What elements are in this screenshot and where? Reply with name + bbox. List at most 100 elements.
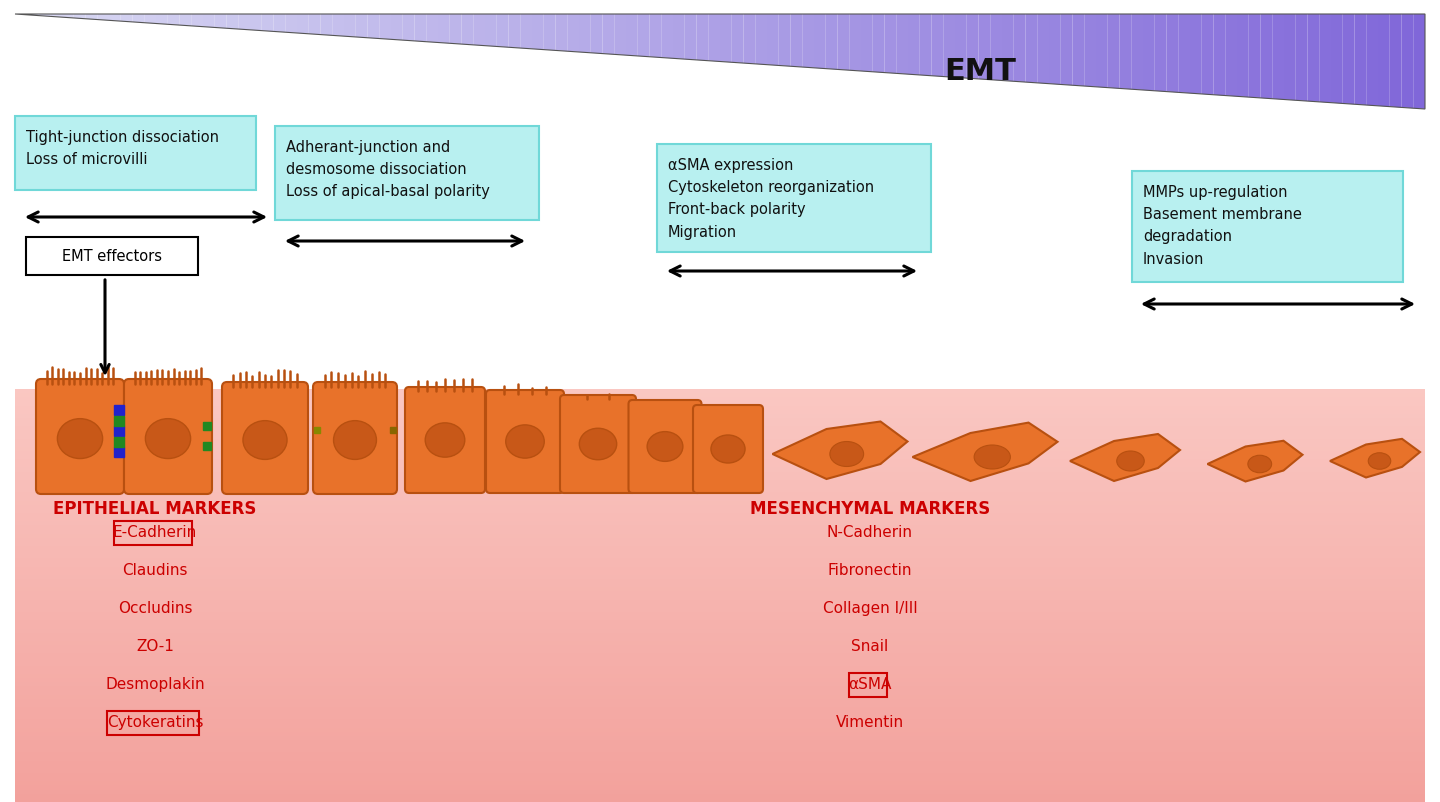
Bar <box>14 715 1426 719</box>
Bar <box>14 703 1426 707</box>
FancyBboxPatch shape <box>275 127 539 221</box>
Polygon shape <box>638 15 649 58</box>
Polygon shape <box>1367 15 1378 107</box>
Text: E-Cadherin: E-Cadherin <box>112 525 197 539</box>
Bar <box>14 765 1426 769</box>
Text: Vimentin: Vimentin <box>837 714 904 729</box>
Ellipse shape <box>1368 453 1391 470</box>
Bar <box>14 563 1426 567</box>
Ellipse shape <box>425 423 465 458</box>
Bar <box>14 439 1426 444</box>
Polygon shape <box>955 15 966 79</box>
Polygon shape <box>426 15 438 43</box>
Polygon shape <box>180 15 192 26</box>
Bar <box>14 748 1426 752</box>
Ellipse shape <box>58 419 102 459</box>
Bar <box>14 633 1426 637</box>
Bar <box>14 567 1426 571</box>
Bar <box>14 394 1426 398</box>
Ellipse shape <box>1117 452 1145 472</box>
Bar <box>14 608 1426 612</box>
Polygon shape <box>896 15 909 75</box>
Polygon shape <box>768 15 779 67</box>
FancyBboxPatch shape <box>657 145 932 253</box>
Polygon shape <box>615 15 626 56</box>
Bar <box>14 646 1426 650</box>
Polygon shape <box>1025 15 1037 83</box>
Bar <box>14 448 1426 452</box>
Bar <box>14 410 1426 415</box>
Polygon shape <box>1214 15 1225 96</box>
Bar <box>14 398 1426 402</box>
Bar <box>14 460 1426 464</box>
Polygon shape <box>144 15 156 25</box>
Bar <box>14 654 1426 658</box>
Polygon shape <box>274 15 285 33</box>
Ellipse shape <box>505 425 544 459</box>
Polygon shape <box>1155 15 1166 92</box>
Polygon shape <box>602 15 615 55</box>
Bar <box>14 501 1426 505</box>
Text: Snail: Snail <box>851 638 888 653</box>
Polygon shape <box>121 15 132 23</box>
Bar <box>14 588 1426 592</box>
Bar <box>14 431 1426 435</box>
Polygon shape <box>156 15 167 25</box>
Polygon shape <box>1037 15 1048 84</box>
Polygon shape <box>649 15 661 59</box>
Text: MESENCHYMAL MARKERS: MESENCHYMAL MARKERS <box>750 500 991 517</box>
Bar <box>14 798 1426 802</box>
Bar <box>14 790 1426 794</box>
Text: MMPs up-regulation
Basement membrane
degradation
Invasion: MMPs up-regulation Basement membrane deg… <box>1143 184 1302 266</box>
Polygon shape <box>1002 15 1014 82</box>
Polygon shape <box>215 15 226 29</box>
Polygon shape <box>192 15 203 27</box>
Bar <box>14 761 1426 765</box>
Bar <box>14 773 1426 777</box>
Bar <box>14 435 1426 439</box>
Bar <box>14 390 1426 394</box>
Bar <box>14 402 1426 406</box>
Polygon shape <box>1132 15 1143 91</box>
Polygon shape <box>1166 15 1178 93</box>
Bar <box>14 472 1426 476</box>
Bar <box>14 683 1426 687</box>
FancyBboxPatch shape <box>14 117 256 191</box>
Polygon shape <box>884 15 896 75</box>
Bar <box>14 521 1426 525</box>
Polygon shape <box>1260 15 1273 99</box>
Ellipse shape <box>647 432 683 462</box>
Polygon shape <box>579 15 590 54</box>
Bar <box>14 492 1426 496</box>
Bar <box>14 612 1426 617</box>
Polygon shape <box>508 15 520 49</box>
Bar <box>14 534 1426 538</box>
Polygon shape <box>1308 15 1319 103</box>
Bar <box>14 484 1426 488</box>
Bar <box>14 670 1426 674</box>
Polygon shape <box>814 15 825 70</box>
Polygon shape <box>98 15 109 22</box>
FancyBboxPatch shape <box>405 387 485 493</box>
Ellipse shape <box>334 421 376 460</box>
Polygon shape <box>531 15 544 51</box>
Bar <box>14 650 1426 654</box>
Polygon shape <box>285 15 297 34</box>
Polygon shape <box>109 15 121 22</box>
Polygon shape <box>1225 15 1237 97</box>
Polygon shape <box>1143 15 1155 91</box>
Bar <box>14 415 1426 419</box>
Polygon shape <box>708 15 720 63</box>
Polygon shape <box>367 15 379 39</box>
Polygon shape <box>556 15 567 52</box>
Bar <box>14 427 1426 431</box>
FancyBboxPatch shape <box>693 406 763 493</box>
Polygon shape <box>1237 15 1248 98</box>
Bar <box>14 513 1426 517</box>
Bar <box>14 464 1426 468</box>
Bar <box>14 707 1426 711</box>
Polygon shape <box>1390 15 1401 108</box>
Polygon shape <box>755 15 768 66</box>
Bar <box>14 711 1426 715</box>
Polygon shape <box>62 15 73 19</box>
